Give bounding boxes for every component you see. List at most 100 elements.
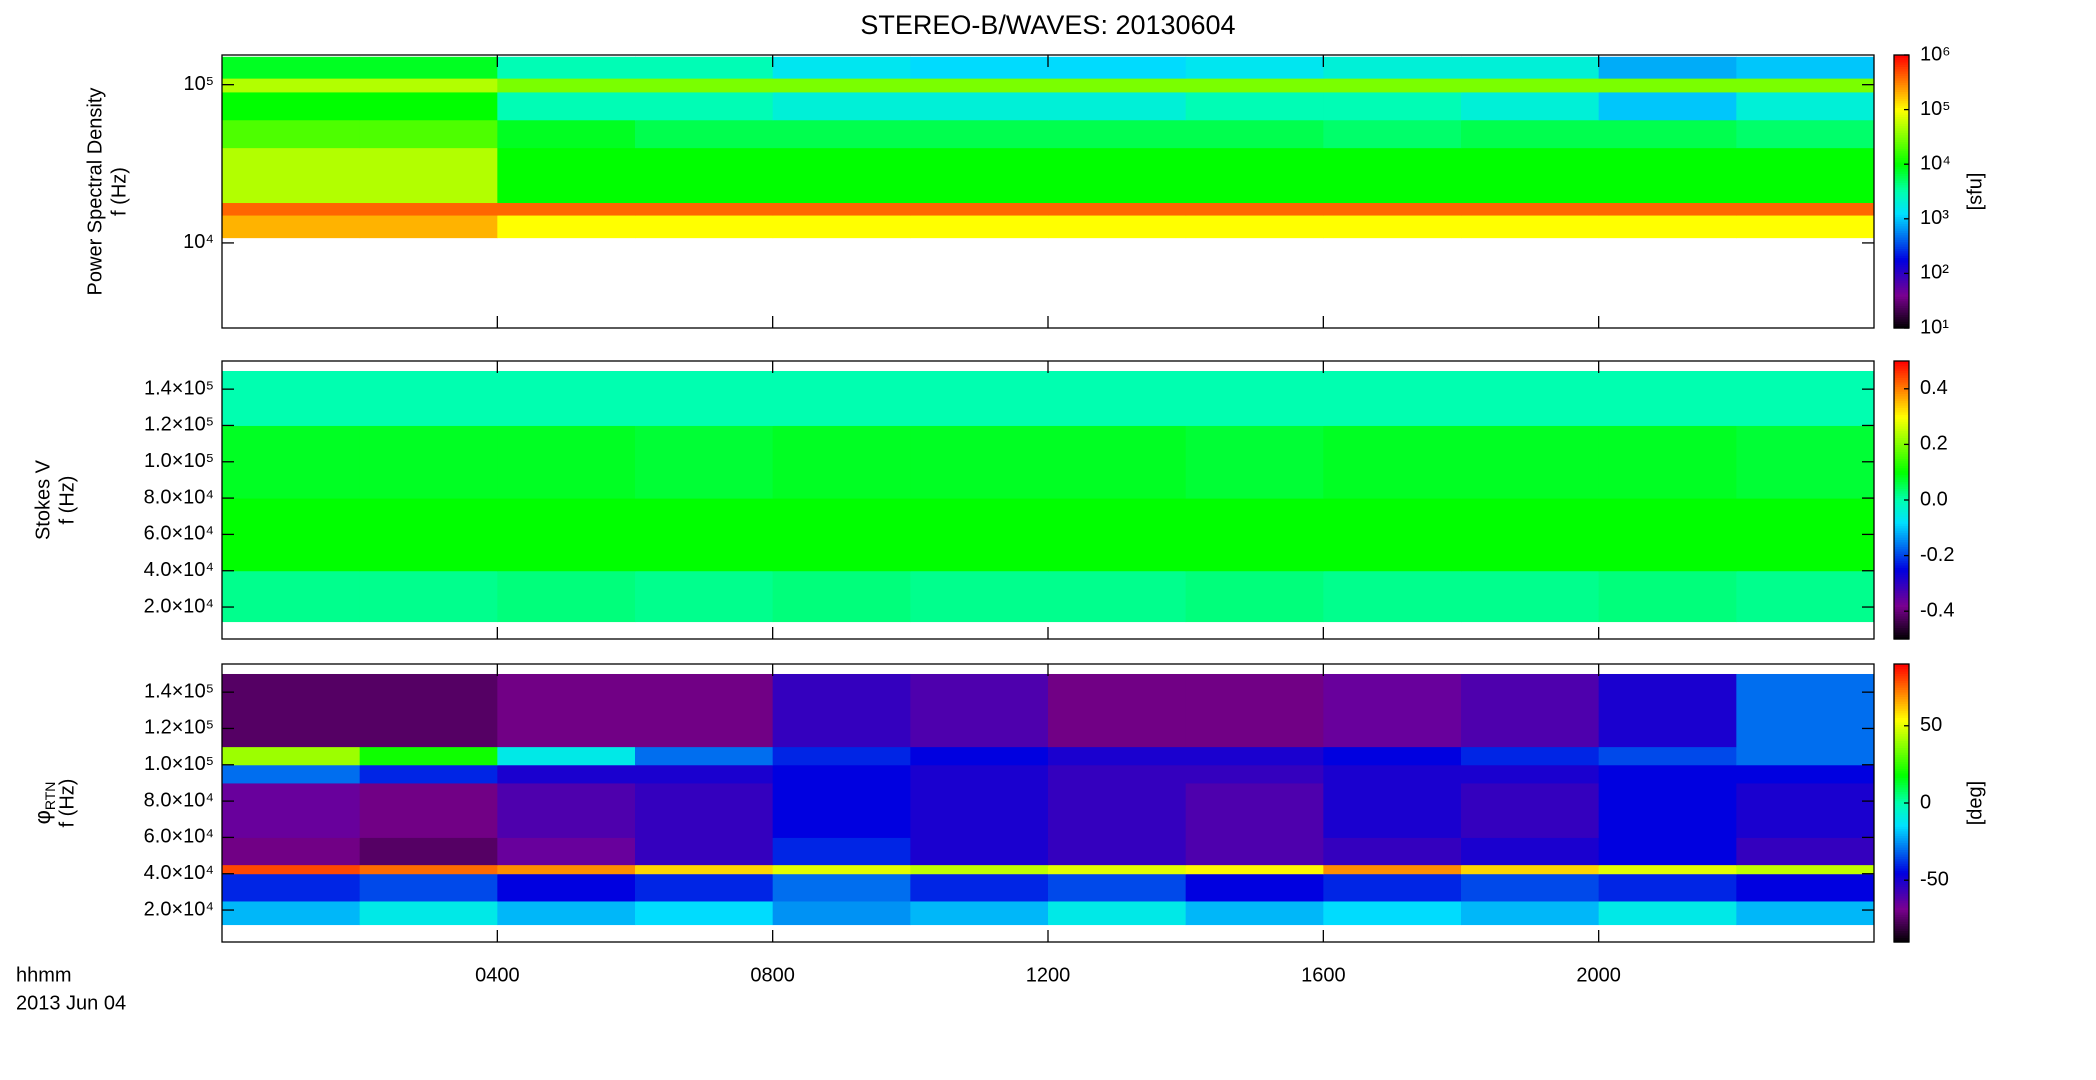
- colorbar-segment: [1894, 111, 1909, 115]
- colorbar-segment: [1894, 275, 1909, 279]
- colorbar-segment: [1894, 305, 1909, 309]
- colorbar-segment: [1894, 455, 1909, 459]
- colorbar-segment: [1894, 391, 1909, 395]
- heatmap-cell: [1461, 78, 1600, 93]
- colorbar-segment: [1894, 546, 1909, 550]
- heatmap-cell: [222, 498, 361, 572]
- colorbar-segment: [1894, 300, 1909, 304]
- colorbar-segment: [1894, 809, 1909, 813]
- colorbar-segment: [1894, 374, 1909, 378]
- heatmap-cell: [1598, 864, 1737, 875]
- colorbar-segment: [1894, 152, 1909, 156]
- heatmap-cell: [1048, 864, 1187, 875]
- colorbar-segment: [1894, 710, 1909, 714]
- colorbar-segment: [1894, 209, 1909, 213]
- colorbar-segment: [1894, 386, 1909, 390]
- heatmap-cell: [1048, 746, 1187, 766]
- colorbar-segment: [1894, 604, 1909, 608]
- heatmap-cell: [222, 370, 361, 426]
- colorbar-segment: [1894, 495, 1909, 499]
- colorbar-segment: [1894, 474, 1909, 478]
- colorbar-segment: [1894, 75, 1909, 79]
- heatmap-cell: [222, 837, 361, 866]
- colorbar-segment: [1894, 61, 1909, 65]
- heatmap-cell: [910, 570, 1049, 623]
- colorbar-segment: [1894, 664, 1909, 667]
- colorbar-segment: [1894, 367, 1909, 371]
- colorbar-segment: [1894, 289, 1909, 293]
- colorbar-segment: [1894, 116, 1909, 120]
- colorbar-segment: [1894, 186, 1909, 190]
- colorbar-segment: [1894, 738, 1909, 742]
- colorbar-segment: [1894, 904, 1909, 908]
- colorbar-segment: [1894, 421, 1909, 425]
- y-axis-label: f (Hz): [56, 779, 78, 828]
- heatmap-cell: [359, 147, 498, 204]
- heatmap-cell: [1048, 837, 1187, 866]
- colorbar-segment: [1894, 449, 1909, 452]
- heatmap-cell: [497, 91, 636, 121]
- colorbar-segment: [1894, 914, 1909, 918]
- colorbar-segment: [1894, 225, 1909, 229]
- heatmap-cell: [1736, 900, 1875, 926]
- heatmap-cell: [359, 570, 498, 623]
- colorbar-segment: [1894, 381, 1909, 385]
- colorbar-segment: [1894, 205, 1909, 209]
- heatmap-cell: [910, 782, 1049, 838]
- heatmap-cell: [1598, 764, 1737, 784]
- heatmap-cell: [222, 864, 361, 875]
- heatmap-cell: [1736, 837, 1875, 866]
- heatmap-cell: [359, 782, 498, 838]
- quantity-symbol: φ: [30, 810, 55, 824]
- y-tick-label: 4.0×10⁴: [144, 559, 214, 581]
- heatmap-cell: [1598, 837, 1737, 866]
- heatmap-cell: [1736, 370, 1875, 426]
- colorbar-segment: [1894, 928, 1909, 932]
- heatmap-cell: [1461, 873, 1600, 902]
- colorbar-segment: [1894, 742, 1909, 746]
- colorbar-segment: [1894, 835, 1909, 839]
- colorbar-segment: [1894, 532, 1909, 536]
- colorbar-segment: [1894, 365, 1909, 369]
- colorbar-segment: [1894, 307, 1909, 311]
- colorbar-segment: [1894, 525, 1909, 529]
- heatmap-cell: [910, 673, 1049, 748]
- heatmap-cell: [359, 56, 498, 79]
- heatmap-cell: [910, 215, 1049, 239]
- colorbar-segment: [1894, 182, 1909, 186]
- heatmap-cell: [1048, 370, 1187, 426]
- colorbar-segment: [1894, 627, 1909, 631]
- heatmap-cell: [497, 147, 636, 204]
- colorbar-segment: [1894, 853, 1909, 857]
- colorbar-segment: [1894, 266, 1909, 270]
- colorbar-label: [deg]: [1964, 781, 1986, 825]
- colorbar-segment: [1894, 284, 1909, 288]
- colorbar-segment: [1894, 585, 1909, 589]
- colorbar-frame: [1893, 54, 1910, 329]
- heatmap-cell: [1323, 900, 1462, 926]
- heatmap-cell: [1048, 78, 1187, 93]
- heatmap-cell: [910, 900, 1049, 926]
- heatmap-cell: [222, 147, 361, 204]
- colorbar-segment: [1894, 107, 1909, 111]
- colorbar-segment: [1894, 844, 1909, 848]
- y-tick-label: 4.0×10⁴: [144, 862, 214, 884]
- heatmap-cell: [772, 864, 911, 875]
- colorbar-segment: [1894, 907, 1909, 911]
- colorbar-segment: [1894, 262, 1909, 265]
- colorbar-segment: [1894, 55, 1909, 58]
- colorbar-segment: [1894, 893, 1909, 897]
- heatmap-cell: [635, 570, 774, 623]
- heatmap-cell: [772, 570, 911, 623]
- heatmap-cell: [359, 119, 498, 149]
- heatmap-cell: [359, 202, 498, 216]
- x-tick-label: 0400: [475, 964, 520, 986]
- colorbar-segment: [1894, 189, 1909, 193]
- colorbar-segment: [1894, 680, 1909, 684]
- y-tick-label: 1.2×10⁵: [144, 414, 214, 436]
- colorbar-segment: [1894, 516, 1909, 520]
- heatmap-cell: [1048, 91, 1187, 121]
- colorbar-segment: [1894, 765, 1909, 769]
- colorbar-tick-label: 10⁴: [1920, 152, 1951, 174]
- heatmap-cell: [222, 78, 361, 93]
